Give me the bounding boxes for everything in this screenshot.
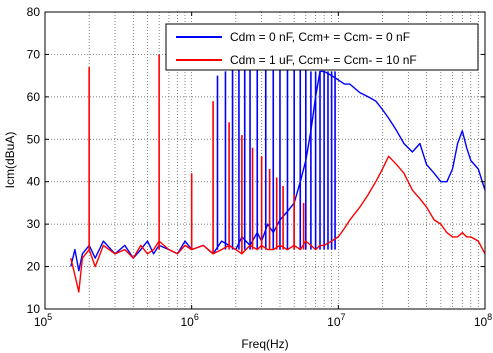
x-tick-label: 105 — [34, 312, 52, 329]
y-axis-label: Icm(dBuA) — [3, 132, 17, 189]
y-tick-label: 10 — [27, 302, 41, 316]
legend-box — [165, 23, 479, 71]
y-tick-label: 40 — [27, 175, 41, 189]
legend-label-1: Cdm = 1 uF, Ccm+ = Ccm- = 10 nF — [230, 53, 417, 67]
y-tick-label: 60 — [27, 90, 41, 104]
x-axis-label: Freq(Hz) — [241, 337, 288, 351]
y-tick-label: 70 — [27, 47, 41, 61]
series-line-1 — [70, 155, 486, 293]
legend-label-0: Cdm = 0 nF, Ccm+ = Ccm- = 0 nF — [230, 30, 410, 44]
x-tick-label: 108 — [474, 312, 492, 329]
series-layer — [70, 54, 486, 293]
plot-frame — [44, 11, 486, 310]
x-tick-label: 107 — [327, 312, 345, 329]
y-tick-label: 20 — [27, 260, 41, 274]
y-tick-label: 80 — [27, 5, 41, 19]
series-line-0 — [70, 70, 486, 272]
y-tick-label: 30 — [27, 217, 41, 231]
x-tick-label: 106 — [180, 312, 198, 329]
legend: Cdm = 0 nF, Ccm+ = Ccm- = 0 nF Cdm = 1 u… — [165, 23, 479, 71]
y-tick-label: 50 — [27, 132, 41, 146]
